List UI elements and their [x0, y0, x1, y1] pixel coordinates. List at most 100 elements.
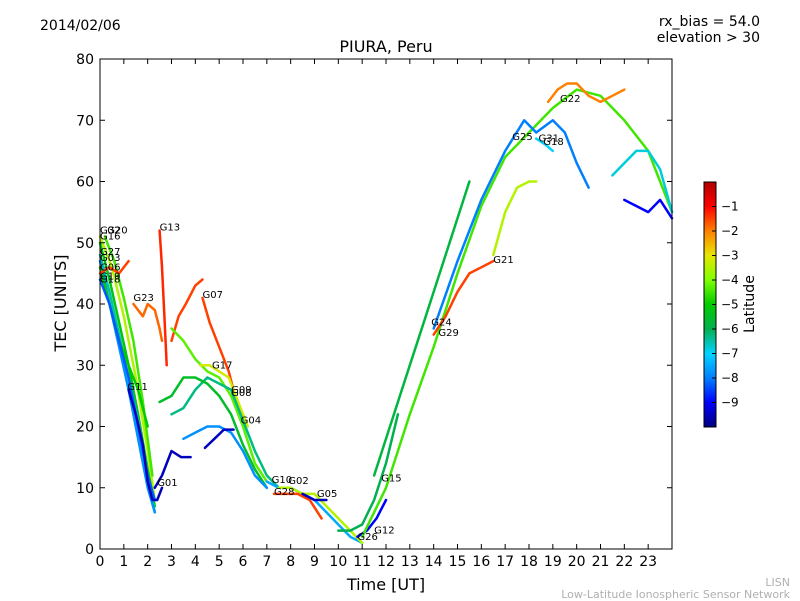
satellite-label-g22: G22: [560, 94, 580, 105]
satellite-label-g32: G32: [100, 226, 120, 237]
series-g05: [301, 492, 328, 502]
series-g25: [432, 119, 590, 330]
x-tick-label: 1: [119, 554, 128, 570]
y-tick-label: 30: [76, 358, 94, 374]
chart-title: PIURA, Peru: [339, 37, 432, 56]
satellite-label-g05: G05: [317, 489, 337, 500]
satellite-label-g23: G23: [133, 293, 153, 304]
date-label: 2014/02/06: [40, 18, 121, 34]
series-g26: [337, 413, 400, 532]
satellite-label-g18: G18: [543, 137, 563, 148]
series-g08: [158, 376, 269, 490]
satellite-label-g04: G04: [241, 415, 261, 426]
y-tick-label: 80: [76, 52, 94, 68]
colorbar-label: Latitude: [742, 275, 758, 333]
satellite-label-g20: G20: [107, 226, 127, 237]
series-g11: [127, 388, 164, 502]
series-g21: [492, 180, 538, 257]
colorbar: Latitude −9 −8 −7 −6 −5 −4 −3 −2 −1: [703, 181, 758, 428]
y-tick-label: 40: [76, 297, 94, 313]
x-tick-label: 4: [191, 554, 200, 570]
series-g04: [182, 425, 269, 490]
satellite-label-g29: G29: [438, 328, 458, 339]
satellite-label-g25: G25: [512, 132, 532, 143]
colorbar-tick-label: −1: [721, 200, 739, 214]
elevation-label: elevation > 30: [656, 30, 760, 46]
satellite-label-g09: G09: [231, 385, 251, 396]
satellite-label-g31: G31: [539, 134, 559, 145]
satellite-label-g07: G07: [203, 290, 223, 301]
satellite-label-g13: G13: [160, 223, 180, 234]
footer-lisn: LISN: [765, 576, 790, 589]
y-tick-label: 70: [76, 113, 94, 129]
satellite-label-g19: G19: [100, 272, 120, 283]
colorbar-tick-label: −7: [721, 347, 739, 361]
series-g22b: [611, 149, 674, 214]
series-g09: [170, 376, 281, 490]
series-g17: [170, 327, 269, 483]
satellite-label-g03: G03: [100, 253, 120, 264]
satellite-label-g17: G17: [212, 360, 232, 371]
series-g22: [546, 82, 626, 104]
satellite-label-g26: G26: [357, 532, 377, 543]
x-tick-label: 3: [167, 554, 176, 570]
x-tick-label: 14: [425, 554, 443, 570]
x-tick-label: 6: [239, 554, 248, 570]
colorbar-tick-label: −3: [721, 249, 739, 263]
series-g24: [360, 88, 674, 539]
satellite-label-g01: G01: [157, 478, 177, 489]
colorbar-tick-label: −2: [721, 224, 739, 238]
rx-bias-label: rx_bias = 54.0: [658, 14, 760, 30]
x-axis-label: Time [UT]: [346, 575, 425, 594]
x-tick-label: 15: [449, 554, 467, 570]
x-tick-label: 23: [639, 554, 657, 570]
x-tick-label: 9: [310, 554, 319, 570]
colorbar-tick-label: −8: [721, 371, 739, 385]
y-tick-label: 50: [76, 236, 94, 252]
satellite-label-g12: G12: [374, 526, 394, 537]
x-tick-label: 8: [286, 554, 295, 570]
footer-network: Low-Latitude Ionospheric Sensor Network: [561, 588, 790, 601]
series-g01: [153, 449, 192, 490]
satellite-label-g15: G15: [381, 474, 401, 485]
y-axis-label: TEC [UNITS]: [51, 255, 70, 353]
series-g13: [158, 229, 168, 367]
series-g04b: [203, 428, 235, 450]
satellite-label-g28: G28: [274, 487, 294, 498]
y-tick-label: 60: [76, 175, 94, 191]
y-tick-label: 0: [85, 542, 94, 558]
series-g17b: [198, 364, 250, 428]
colorbar-tick-label: −9: [721, 396, 739, 410]
x-tick-label: 21: [592, 554, 610, 570]
x-tick-label: 5: [215, 554, 224, 570]
axis-ticks: 0 1 2 3 4 5 6 7 8 9 10 11 12 13 14 15 16 17 18 19 20 21 22 2301…: [76, 52, 672, 570]
series-g23: [132, 302, 164, 343]
x-tick-label: 2: [143, 554, 152, 570]
x-tick-label: 22: [615, 554, 633, 570]
satellite-label-g24: G24: [431, 317, 451, 328]
x-tick-label: 11: [353, 554, 371, 570]
series-g29: [432, 259, 495, 336]
series-g12: [356, 498, 388, 539]
satellite-label-g11: G11: [127, 382, 147, 393]
series-g32: [98, 235, 157, 502]
series-g07: [170, 278, 204, 343]
satellite-label-g21: G21: [493, 255, 513, 266]
x-tick-label: 16: [472, 554, 490, 570]
colorbar-tick-label: −4: [721, 273, 739, 287]
y-tick-label: 20: [76, 420, 94, 436]
satellite-label-g08: G08: [231, 388, 251, 399]
y-tick-label: 10: [76, 481, 94, 497]
satellite-label-g16: G16: [100, 232, 120, 243]
satellite-label-g10: G10: [272, 475, 292, 486]
x-tick-label: 12: [377, 554, 395, 570]
series-g19: [98, 259, 130, 275]
satellite-label-g06: G06: [100, 262, 120, 273]
colorbar-tick-label: −5: [721, 298, 739, 312]
x-tick-label: 17: [496, 554, 514, 570]
x-tick-label: 7: [262, 554, 271, 570]
satellite-label-g02: G02: [288, 476, 308, 487]
series-g31: [534, 137, 555, 153]
series-g15: [372, 180, 471, 477]
